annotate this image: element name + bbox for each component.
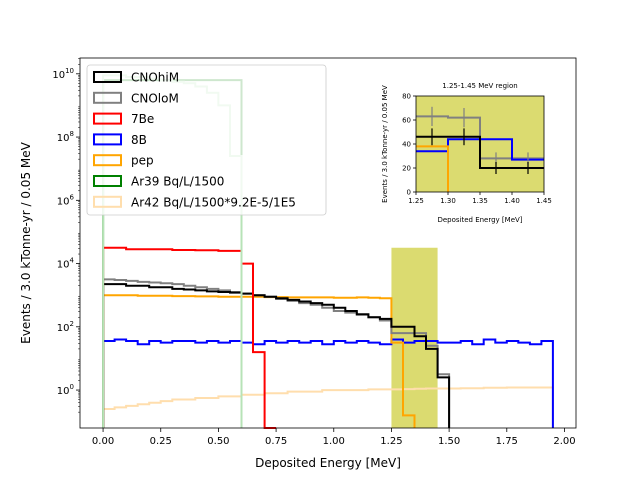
legend: CNOhiM CNOloM 7Be 8B pep Ar39 Bq/L/1500 Ar42 B… [86, 64, 327, 216]
legend-swatch [93, 112, 122, 125]
legend-swatch [93, 154, 122, 167]
series-line-ar42-bq-l-1500-9-2e-5-1e5 [102, 386, 554, 428]
x-tick-label: 0.50 [207, 436, 229, 447]
series-line-7be [102, 246, 277, 429]
series-line-cnohim [102, 283, 451, 428]
inset-y-tick-label: 60 [402, 117, 411, 125]
y-tick-label: 106 [57, 193, 75, 207]
inset-y-tick-label: 80 [402, 93, 411, 101]
legend-swatch [93, 175, 122, 187]
y-tick-label: 1010 [52, 67, 74, 81]
y-tick-label: 108 [57, 130, 74, 144]
legend-label: Ar39 Bq/L/1500 [131, 175, 224, 189]
legend-swatch [93, 195, 122, 208]
legend-swatch [93, 91, 122, 104]
inset-series-pep [416, 145, 449, 192]
inset-y-label: Events / 3.0 kTonne-yr / 0.05 MeV [381, 85, 389, 203]
legend-swatch [93, 133, 122, 146]
x-tick-label: 0.00 [92, 436, 114, 447]
inset-series-cnohim [416, 135, 544, 169]
inset-x-label: Deposited Energy [MeV] [437, 216, 522, 224]
legend-label: pep [131, 154, 154, 168]
highlight-region [391, 247, 438, 428]
inset-y-tick-label: 40 [402, 141, 411, 149]
inset-x-tick-label: 1.35 [472, 197, 488, 205]
inset-x-tick-label: 1.25 [408, 197, 424, 205]
inset-title: 1.25-1.45 MeV region [442, 82, 517, 90]
y-tick-label: 104 [57, 257, 75, 271]
inset-chart: 1.25-1.45 MeV region 1.25 1.30 1.35 1.40 1.4… [381, 82, 552, 224]
inset-x-tick-label: 1.40 [504, 197, 520, 205]
series-line-8b [102, 338, 554, 428]
x-tick-label: 2.00 [553, 436, 575, 447]
inset-y-tick-label: 0 [407, 189, 411, 197]
y-tick-label: 102 [57, 320, 74, 334]
legend-label: 7Be [131, 112, 154, 126]
legend-label: CNOhiM [131, 71, 179, 85]
x-axis-label: Deposited Energy [MeV] [255, 456, 401, 470]
inset-x-tick-label: 1.30 [440, 197, 456, 205]
legend-swatch [93, 71, 122, 83]
x-tick-label: 1.75 [496, 436, 518, 447]
inset-x-tick-label: 1.45 [536, 197, 552, 205]
x-tick-label: 1.25 [380, 436, 402, 447]
x-tick-label: 1.00 [323, 436, 345, 447]
x-tick-label: 0.75 [265, 436, 287, 447]
inset-y-tick-label: 20 [402, 165, 411, 173]
legend-box [86, 64, 327, 216]
legend-label: 8B [131, 133, 147, 147]
legend-label: Ar42 Bq/L/1500*9.2E-5/1E5 [131, 195, 296, 209]
y-axis-label: Events / 3.0 kTonne-yr / 0.05 MeV [19, 141, 33, 343]
y-tick-label: 100 [57, 383, 74, 397]
x-tick-label: 1.50 [438, 436, 460, 447]
legend-label: CNOloM [131, 91, 179, 105]
main-axes-frame [79, 57, 577, 429]
x-tick-label: 0.25 [150, 436, 172, 447]
